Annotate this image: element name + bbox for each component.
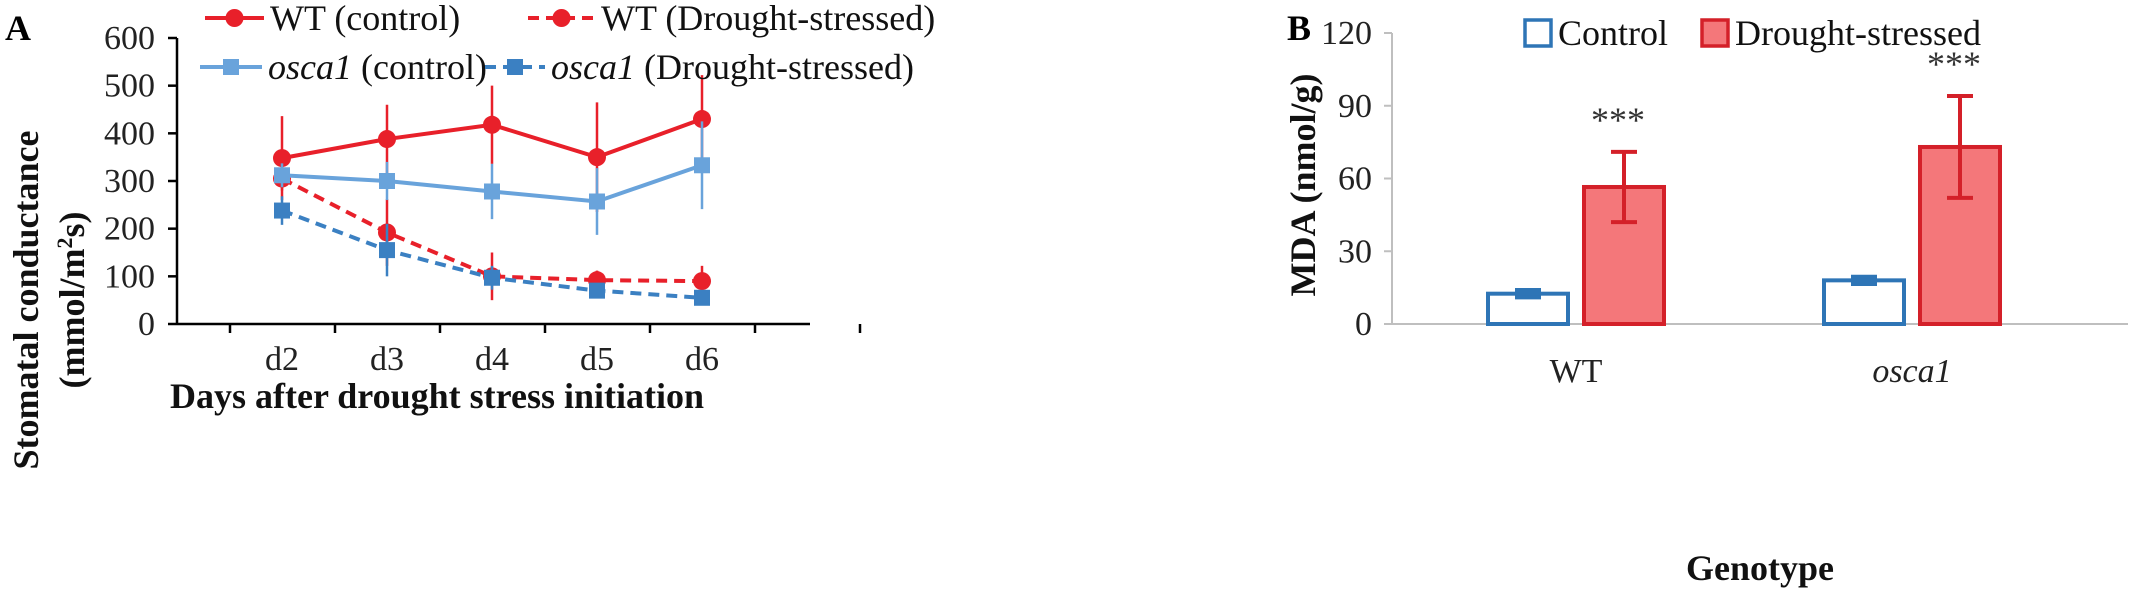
series-3 bbox=[274, 196, 710, 306]
data-point bbox=[693, 110, 711, 129]
panel-a-legend: WT (control) WT (Drought-stressed) osca1 (… bbox=[200, 0, 935, 87]
panel-a-ylabel-unit: (mmol/m2s) bbox=[52, 212, 93, 389]
significance-annotation: *** bbox=[1591, 100, 1645, 140]
panel-b-y-ticks: 0 30 60 90 120 bbox=[1321, 15, 1392, 343]
legend-label: WT (control) bbox=[270, 0, 460, 38]
panel-a-y-ticks: 0 100 200 300 400 500 600 bbox=[104, 20, 177, 343]
data-point bbox=[693, 272, 711, 291]
y-tick-label: 400 bbox=[104, 115, 155, 152]
series-0 bbox=[273, 75, 711, 212]
y-tick-label: 0 bbox=[1355, 306, 1372, 343]
panel-a-ylabel-group: Stomatal conductance (mmol/m2s) bbox=[6, 130, 92, 469]
series-line bbox=[281, 176, 703, 284]
data-point bbox=[694, 289, 710, 306]
panel-b-x-ticks: WT osca1 bbox=[1550, 353, 1952, 390]
panel-a-x-ticks: d2 d3 d4 d5 d6 bbox=[228, 324, 862, 378]
legend-marker bbox=[552, 9, 571, 27]
legend-label: osca1 (control) bbox=[268, 47, 487, 87]
y-tick-label: 100 bbox=[104, 258, 155, 295]
panel-a-xlabel: Days after drought stress initiation bbox=[170, 376, 704, 416]
y-tick-label: 90 bbox=[1338, 88, 1372, 125]
legend-label: WT (Drought-stressed) bbox=[601, 0, 935, 38]
legend-marker bbox=[223, 59, 239, 75]
panel-b-xlabel: Genotype bbox=[1686, 548, 1834, 588]
x-tick-label: d4 bbox=[475, 341, 509, 378]
data-point bbox=[378, 130, 396, 149]
panel-b-ylabel-group: MDA (nmol/g) bbox=[1283, 74, 1323, 297]
x-tick-label: d3 bbox=[370, 341, 404, 378]
significance-annotation: *** bbox=[1927, 44, 1981, 84]
legend-marker bbox=[507, 59, 523, 75]
y-tick-label: 300 bbox=[104, 163, 155, 200]
panel-a: A Stomatal conductance (mmol/m2s) 0 100 20… bbox=[5, 0, 935, 469]
x-tick-label: WT bbox=[1550, 353, 1603, 390]
x-tick-label: d6 bbox=[685, 341, 719, 378]
data-point bbox=[483, 115, 501, 134]
data-point bbox=[274, 167, 290, 184]
data-point bbox=[484, 183, 500, 200]
panel-a-ylabel-main: Stomatal conductance bbox=[6, 130, 46, 469]
data-point bbox=[484, 269, 500, 286]
x-tick-label: d2 bbox=[265, 341, 299, 378]
y-tick-label: 60 bbox=[1338, 161, 1372, 198]
panel-b-label: B bbox=[1287, 8, 1311, 48]
data-point bbox=[589, 282, 605, 299]
bar bbox=[1582, 184, 1666, 326]
data-point bbox=[589, 193, 605, 210]
data-point bbox=[379, 242, 395, 259]
legend-swatch bbox=[1700, 18, 1730, 48]
panel-b-bars: *** *** bbox=[1486, 44, 2002, 327]
data-point bbox=[274, 202, 290, 219]
legend-swatch bbox=[1523, 18, 1553, 48]
y-tick-label: 120 bbox=[1321, 15, 1372, 52]
y-tick-label: 600 bbox=[104, 20, 155, 57]
data-point bbox=[588, 148, 606, 167]
legend-label: osca1 (Drought-stressed) bbox=[551, 47, 914, 87]
bar bbox=[1822, 278, 1906, 327]
panel-b-ylabel: MDA (nmol/g) bbox=[1283, 74, 1323, 297]
legend-marker bbox=[225, 9, 244, 27]
panel-a-series bbox=[273, 75, 711, 306]
legend-label: Drought-stressed bbox=[1735, 13, 1981, 53]
x-tick-label: osca1 bbox=[1872, 353, 1951, 390]
x-tick-label: d5 bbox=[580, 341, 614, 378]
data-point bbox=[273, 149, 291, 168]
y-tick-label: 500 bbox=[104, 68, 155, 105]
series-2 bbox=[274, 121, 710, 235]
y-tick-label: 200 bbox=[104, 211, 155, 248]
data-point bbox=[379, 173, 395, 189]
y-tick-label: 0 bbox=[138, 306, 155, 343]
legend-label: Control bbox=[1558, 13, 1668, 53]
panel-b-legend: Control Drought-stressed bbox=[1523, 13, 1981, 53]
data-point bbox=[694, 157, 710, 174]
panel-a-label: A bbox=[5, 8, 31, 48]
y-tick-label: 30 bbox=[1338, 233, 1372, 270]
